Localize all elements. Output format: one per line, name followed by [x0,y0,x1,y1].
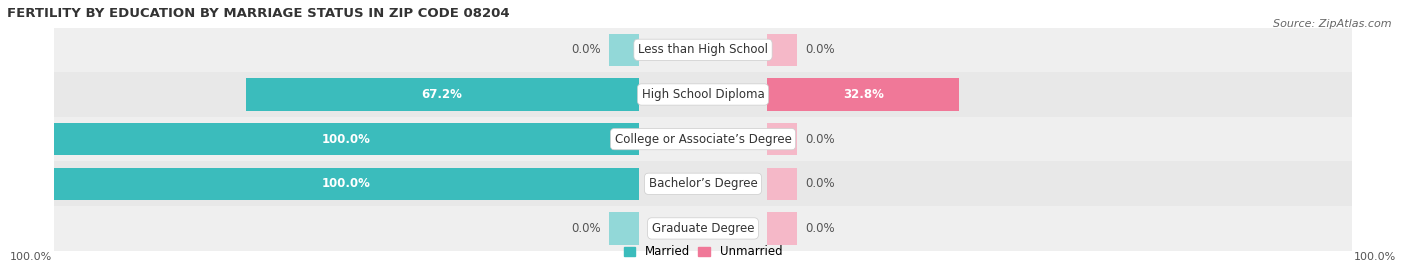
Text: FERTILITY BY EDUCATION BY MARRIAGE STATUS IN ZIP CODE 08204: FERTILITY BY EDUCATION BY MARRIAGE STATU… [7,7,509,20]
Bar [53,117,1353,161]
Bar [768,212,797,245]
Text: 100.0%: 100.0% [1354,253,1396,263]
Text: 0.0%: 0.0% [806,133,835,146]
Bar [53,72,1353,117]
Bar [53,123,638,155]
Bar [768,78,959,111]
Text: 0.0%: 0.0% [571,43,600,56]
Text: Less than High School: Less than High School [638,43,768,56]
Bar [609,34,638,66]
Text: 67.2%: 67.2% [422,88,463,101]
Text: College or Associate’s Degree: College or Associate’s Degree [614,133,792,146]
Text: 32.8%: 32.8% [842,88,884,101]
Bar [53,27,1353,72]
Bar [768,34,797,66]
Text: 0.0%: 0.0% [806,177,835,190]
Legend: Married, Unmarried: Married, Unmarried [624,246,782,259]
Text: 0.0%: 0.0% [571,222,600,235]
Bar [609,212,638,245]
Text: Graduate Degree: Graduate Degree [652,222,754,235]
Bar [246,78,638,111]
Text: 100.0%: 100.0% [322,177,371,190]
Bar [53,206,1353,251]
Text: 100.0%: 100.0% [10,253,52,263]
Bar [53,161,1353,206]
Text: Source: ZipAtlas.com: Source: ZipAtlas.com [1274,19,1392,29]
Text: 0.0%: 0.0% [806,43,835,56]
Text: 100.0%: 100.0% [322,133,371,146]
Text: High School Diploma: High School Diploma [641,88,765,101]
Bar [768,168,797,200]
Text: 0.0%: 0.0% [806,222,835,235]
Bar [53,168,638,200]
Bar [768,123,797,155]
Text: Bachelor’s Degree: Bachelor’s Degree [648,177,758,190]
